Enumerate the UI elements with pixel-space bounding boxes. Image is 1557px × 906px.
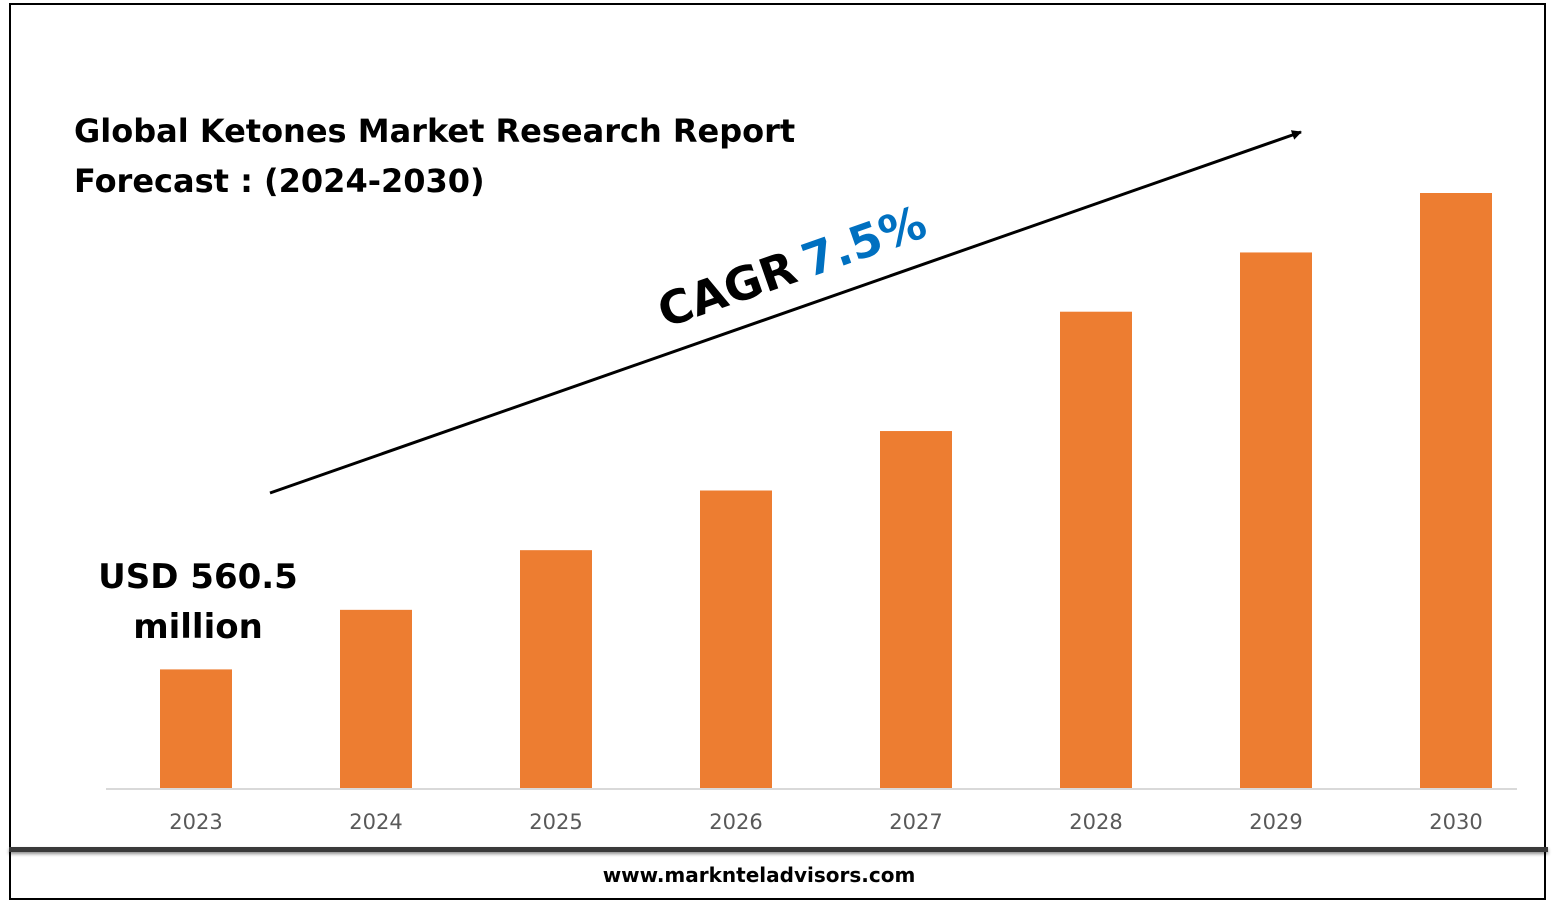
bar-2025 (520, 550, 592, 788)
cagr-label: CAGR (651, 240, 803, 338)
bar-2024 (340, 609, 412, 788)
cagr-value: 7.5% (795, 195, 933, 288)
cagr-annotation: CAGR7.5% (651, 195, 933, 339)
x-tick-2028: 2028 (1069, 810, 1122, 834)
x-tick-2025: 2025 (529, 810, 582, 834)
x-tick-2030: 2030 (1429, 810, 1482, 834)
x-tick-2026: 2026 (709, 810, 762, 834)
growth-arrow (269, 130, 1302, 495)
x-tick-2027: 2027 (889, 810, 942, 834)
bar-2030 (1420, 193, 1492, 788)
bar-2029 (1240, 252, 1312, 788)
bar-2023 (160, 669, 232, 788)
chart-title-line2: Forecast : (2024-2030) (74, 162, 485, 200)
start-value-label-line2: million (133, 607, 263, 647)
x-tick-2024: 2024 (349, 810, 402, 834)
x-tick-2023: 2023 (169, 810, 222, 834)
footer-website[interactable]: www.marknteladvisors.com (603, 863, 916, 887)
footer-divider (9, 847, 1548, 852)
bar-2026 (700, 490, 772, 788)
bars-group (160, 193, 1492, 788)
chart-title-line1: Global Ketones Market Research Report (74, 112, 795, 150)
bar-2028 (1060, 311, 1132, 788)
x-tick-2029: 2029 (1249, 810, 1302, 834)
x-axis-ticks: 2023 2024 2025 2026 2027 2028 2029 2030 (169, 810, 1482, 834)
bar-2027 (880, 431, 952, 788)
start-value-label-line1: USD 560.5 (98, 557, 298, 597)
chart-frame (9, 3, 1546, 900)
